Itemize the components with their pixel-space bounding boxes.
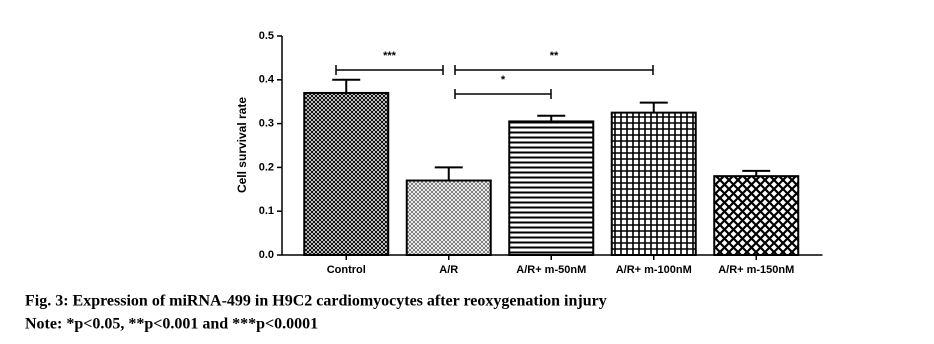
significance-label: *** [383,50,397,62]
significance-label: ** [550,50,559,62]
bar [508,120,595,256]
y-tick-label: 0.2 [259,161,274,173]
y-tick-label: 0.4 [259,74,275,86]
y-tick-label: 0.5 [259,30,274,42]
significance-bracket [335,65,444,75]
y-tick-label: 0.1 [259,205,274,217]
caption-note: Note: *p<0.05, **p<0.001 and ***p<0.0001 [25,316,318,333]
y-tick-label: 0.0 [259,249,274,261]
significance-bracket [454,89,552,99]
y-tick-label: 0.3 [259,118,274,130]
x-tick-label: Control [327,264,366,276]
x-tick-label: A/R+ m-150nM [718,264,794,276]
bar [303,91,390,256]
significance-bracket [454,65,654,75]
x-tick-label: A/R+ m-50nM [516,264,586,276]
bar [713,175,800,256]
x-tick-label: A/R [439,264,458,276]
significance-label: * [501,74,506,86]
x-tick-label: A/R+ m-100nM [616,264,692,276]
y-axis-title: Cell survival rate [235,97,249,193]
bar [610,111,697,257]
caption-title: Fig. 3: Expression of miRNA-499 in H9C2 … [25,293,607,310]
bar [405,179,492,256]
